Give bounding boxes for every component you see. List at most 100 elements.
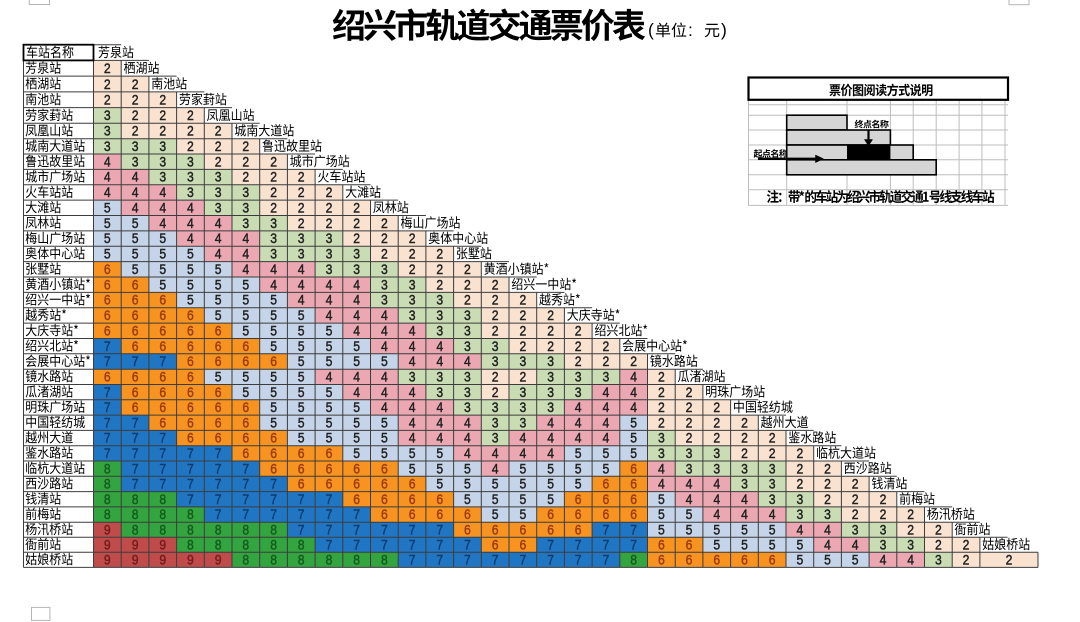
svg-text:2: 2	[270, 154, 277, 170]
svg-text:3: 3	[132, 154, 139, 170]
svg-text:4: 4	[353, 292, 360, 308]
svg-text:7: 7	[215, 476, 222, 492]
svg-text:2: 2	[520, 292, 527, 308]
svg-text:3: 3	[464, 307, 471, 323]
svg-text:2: 2	[852, 491, 859, 507]
svg-text:8: 8	[298, 552, 305, 568]
svg-text:2: 2	[104, 92, 111, 108]
svg-text:2: 2	[381, 230, 388, 246]
svg-text:5: 5	[159, 261, 166, 277]
svg-text:2: 2	[963, 537, 970, 553]
svg-text:7: 7	[104, 338, 111, 354]
svg-text:5: 5	[270, 369, 277, 385]
svg-text:8: 8	[242, 521, 249, 537]
svg-text:4: 4	[630, 369, 637, 385]
svg-text:7: 7	[215, 445, 222, 461]
svg-text:3: 3	[104, 107, 111, 123]
svg-text:6: 6	[713, 552, 720, 568]
svg-text:4: 4	[381, 323, 388, 339]
svg-text:7: 7	[159, 476, 166, 492]
svg-text:7: 7	[409, 521, 416, 537]
svg-text:7: 7	[104, 430, 111, 446]
svg-text:5: 5	[242, 307, 249, 323]
svg-text:4: 4	[242, 230, 249, 246]
svg-text:6: 6	[270, 460, 277, 476]
svg-text:2: 2	[963, 552, 970, 568]
svg-text:3: 3	[769, 476, 776, 492]
svg-text:8: 8	[270, 521, 277, 537]
svg-text:2: 2	[353, 200, 360, 216]
svg-text:5: 5	[132, 230, 139, 246]
svg-text:6: 6	[409, 476, 416, 492]
svg-text:7: 7	[242, 460, 249, 476]
svg-text:5: 5	[741, 521, 748, 537]
svg-text:2: 2	[797, 476, 804, 492]
svg-text:3: 3	[353, 261, 360, 277]
svg-text:2: 2	[464, 261, 471, 277]
svg-text:6: 6	[603, 491, 610, 507]
svg-text:5: 5	[242, 384, 249, 400]
svg-text:4: 4	[769, 506, 776, 522]
svg-text:7: 7	[242, 491, 249, 507]
svg-text:6: 6	[242, 430, 249, 446]
svg-text:7: 7	[132, 430, 139, 446]
svg-text:3: 3	[658, 430, 665, 446]
svg-text:6: 6	[242, 399, 249, 415]
svg-text:6: 6	[630, 491, 637, 507]
svg-text:6: 6	[381, 506, 388, 522]
svg-text:7: 7	[104, 353, 111, 369]
svg-text:5: 5	[797, 552, 804, 568]
svg-text:6: 6	[132, 292, 139, 308]
svg-text:6: 6	[409, 491, 416, 507]
svg-text:3: 3	[464, 384, 471, 400]
svg-text:4: 4	[104, 184, 111, 200]
svg-text:3: 3	[132, 138, 139, 154]
svg-text:7: 7	[187, 445, 194, 461]
svg-text:5: 5	[326, 353, 333, 369]
svg-text:6: 6	[630, 506, 637, 522]
svg-text:(: (	[648, 20, 654, 40]
svg-text:3: 3	[436, 307, 443, 323]
svg-text:6: 6	[381, 460, 388, 476]
svg-text:5: 5	[547, 491, 554, 507]
svg-text:7: 7	[270, 491, 277, 507]
svg-text:2: 2	[326, 215, 333, 231]
svg-text:4: 4	[547, 430, 554, 446]
svg-text:7: 7	[242, 476, 249, 492]
svg-text:7: 7	[547, 552, 554, 568]
svg-text:6: 6	[658, 552, 665, 568]
svg-text:6: 6	[575, 506, 582, 522]
svg-text:6: 6	[270, 430, 277, 446]
svg-text:6: 6	[215, 384, 222, 400]
svg-text:3: 3	[270, 246, 277, 262]
svg-text:6: 6	[104, 261, 111, 277]
svg-text:7: 7	[436, 521, 443, 537]
svg-text:7: 7	[215, 506, 222, 522]
svg-text:4: 4	[658, 460, 665, 476]
svg-text:4: 4	[326, 276, 333, 292]
svg-text:6: 6	[187, 323, 194, 339]
svg-text:4: 4	[436, 338, 443, 354]
svg-text:2: 2	[797, 460, 804, 476]
svg-text:4: 4	[409, 399, 416, 415]
svg-text:5: 5	[769, 537, 776, 553]
svg-text:5: 5	[520, 506, 527, 522]
svg-text:8: 8	[242, 552, 249, 568]
svg-text:6: 6	[242, 445, 249, 461]
svg-text:7: 7	[326, 521, 333, 537]
svg-text:7: 7	[326, 506, 333, 522]
svg-text:3: 3	[353, 246, 360, 262]
svg-text:2: 2	[713, 399, 720, 415]
svg-text:6: 6	[464, 506, 471, 522]
svg-text:): )	[721, 20, 727, 40]
svg-text:5: 5	[381, 430, 388, 446]
svg-text:8: 8	[298, 537, 305, 553]
svg-text:2: 2	[215, 154, 222, 170]
svg-text:2: 2	[658, 415, 665, 431]
svg-text:6: 6	[326, 476, 333, 492]
svg-text:4: 4	[547, 415, 554, 431]
svg-text:7: 7	[409, 537, 416, 553]
svg-text:7: 7	[353, 537, 360, 553]
svg-text:3: 3	[575, 384, 582, 400]
svg-text:8: 8	[215, 537, 222, 553]
